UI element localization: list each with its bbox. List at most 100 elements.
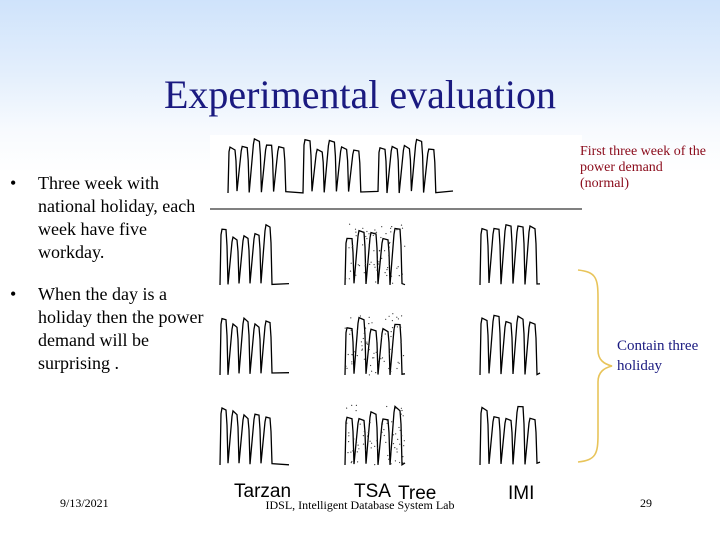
noise-dot (381, 431, 383, 433)
noise-dot (374, 445, 376, 447)
noise-dot (380, 236, 382, 239)
figure-label-imi: IMI (508, 483, 534, 504)
noise-dot (366, 343, 368, 345)
noise-dot (356, 330, 358, 332)
noise-dot (380, 337, 382, 339)
demand-waveform (479, 405, 541, 466)
bullet-text: When the day is a holiday then the power… (38, 284, 204, 373)
noise-dot (402, 355, 405, 357)
figure-label-tarzan: Tarzan (234, 481, 291, 502)
noise-dot (391, 351, 393, 353)
noise-dot (385, 318, 387, 320)
noise-dot (394, 460, 396, 462)
noise-dot (384, 250, 386, 252)
noise-dot (350, 329, 352, 331)
note-normal-weeks: First three week of the power demand (no… (580, 144, 706, 191)
noise-dot (351, 404, 353, 406)
demand-waveform (344, 405, 406, 466)
noise-dot (361, 345, 363, 347)
noise-dot (375, 281, 377, 283)
noise-dot (356, 355, 358, 357)
demand-waveform (344, 227, 406, 286)
noise-dot (350, 317, 352, 319)
noise-dot (364, 449, 366, 451)
noise-dot (363, 332, 365, 334)
noise-dot (354, 228, 357, 230)
noise-dot (391, 226, 393, 228)
noise-dot (348, 435, 350, 437)
noise-dot (392, 282, 394, 284)
noise-dot (368, 244, 370, 246)
noise-dot (390, 231, 392, 233)
noise-dot (397, 318, 399, 320)
noise-dot (362, 443, 365, 445)
noise-dot (373, 264, 375, 266)
noise-dot (388, 246, 390, 248)
noise-dot (383, 429, 385, 431)
noise-dot (388, 255, 390, 257)
demand-waveform (219, 223, 290, 286)
noise-dot (388, 315, 390, 317)
noise-dot (376, 340, 378, 342)
demand-waveform (227, 137, 454, 194)
noise-dot (388, 242, 390, 245)
noise-dot (397, 266, 399, 268)
noise-dot (355, 404, 357, 406)
noise-dot (389, 353, 391, 355)
noise-dot (349, 270, 352, 272)
noise-dot (363, 272, 365, 274)
noise-dot (360, 341, 362, 343)
noise-dot (355, 231, 357, 233)
noise-dot (357, 461, 359, 463)
noise-dot (370, 261, 372, 263)
noise-dot (391, 320, 393, 322)
noise-dot (389, 348, 391, 350)
bullet-item: • Three week with national holiday, each… (10, 172, 210, 264)
noise-dot (383, 360, 385, 362)
noise-dot (398, 426, 400, 429)
bullet-mark: • (10, 284, 17, 304)
noise-dot (359, 423, 361, 425)
noise-dot (361, 349, 363, 351)
noise-dot (357, 444, 359, 446)
noise-dot (374, 229, 376, 231)
noise-dot (355, 410, 357, 412)
noise-dot (352, 450, 354, 452)
noise-dot (398, 275, 400, 277)
noise-dot (367, 262, 369, 264)
noise-dot (387, 454, 389, 457)
noise-dot (377, 272, 379, 274)
noise-dot (351, 247, 353, 249)
noise-dot (396, 267, 398, 269)
bullet-item: • When the day is a holiday then the pow… (10, 283, 210, 375)
noise-dot (372, 234, 374, 236)
noise-dot (362, 337, 364, 340)
noise-dot (349, 223, 351, 225)
noise-dot (401, 227, 404, 229)
noise-dot (376, 258, 378, 260)
footer-date: 9/13/2021 (60, 496, 109, 510)
noise-dot (371, 322, 373, 324)
noise-dot (400, 326, 402, 328)
noise-dot (369, 263, 371, 265)
noise-dot (371, 442, 373, 444)
noise-dot (403, 445, 405, 447)
noise-dot (362, 244, 364, 246)
noise-dot (348, 441, 350, 443)
noise-dot (381, 357, 384, 359)
noise-dot (390, 370, 392, 372)
noise-dot (392, 443, 395, 445)
noise-dot (374, 266, 376, 268)
noise-dot (392, 434, 395, 436)
noise-dot (379, 249, 381, 252)
noise-dot (356, 441, 358, 443)
noise-dot (351, 460, 353, 463)
noise-dot (350, 262, 352, 264)
noise-dot (364, 262, 366, 264)
noise-dot (367, 432, 369, 434)
noise-dot (386, 420, 388, 422)
noise-dot (402, 415, 404, 417)
noise-dot (396, 229, 398, 231)
noise-dot (386, 405, 388, 408)
noise-dot (368, 233, 370, 235)
